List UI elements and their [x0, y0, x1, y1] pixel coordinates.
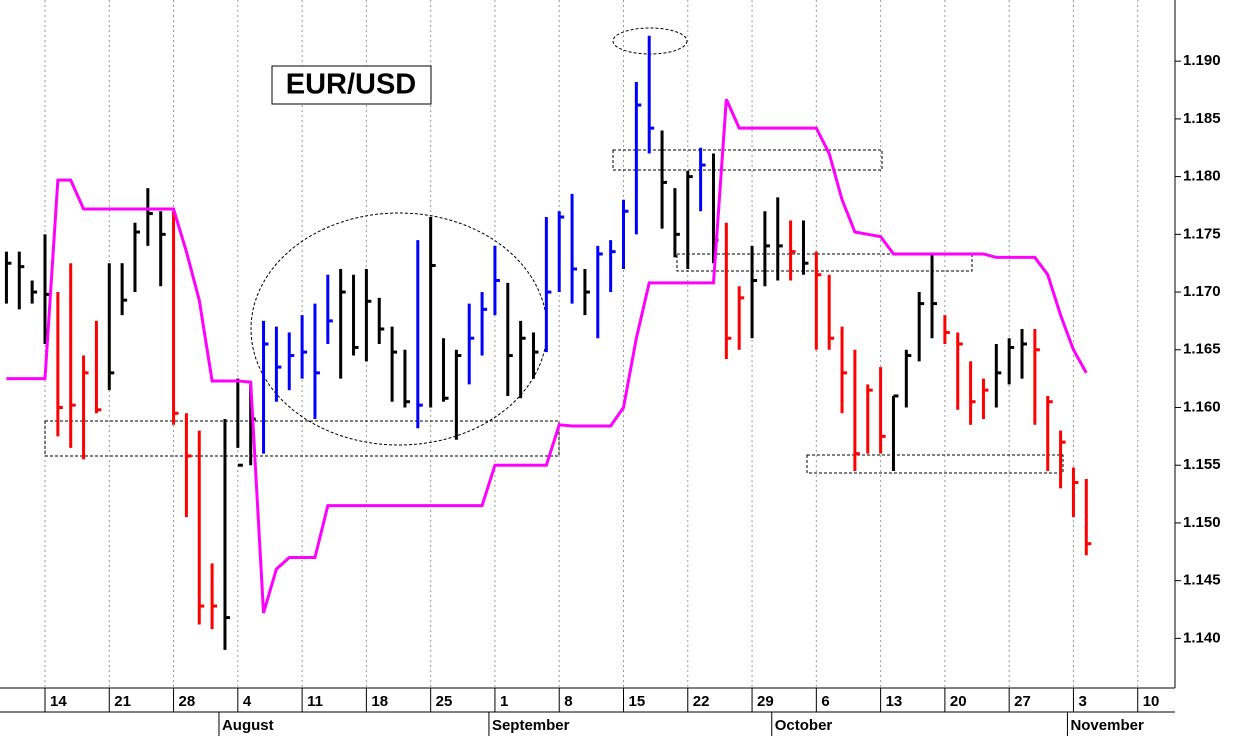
month-label: October: [775, 717, 833, 734]
support-box: [806, 454, 1064, 474]
x-tick-label: 29: [757, 693, 774, 710]
y-tick-label: 1.155: [1183, 456, 1221, 473]
x-tick-label: 18: [371, 693, 388, 710]
stop-line: [6, 98, 1088, 614]
support-box: [676, 253, 973, 272]
resistance-box: [612, 149, 883, 171]
x-tick-label: 13: [886, 693, 903, 710]
chart-title: EUR/USD: [286, 69, 417, 101]
y-tick-label: 1.180: [1183, 168, 1221, 185]
x-tick-label: 20: [950, 693, 967, 710]
x-tick-label: 3: [1078, 693, 1086, 710]
x-tick-label: 10: [1143, 693, 1160, 710]
x-tick-label: 11: [307, 693, 323, 710]
title-box: [271, 65, 432, 105]
x-tick-label: 15: [628, 693, 645, 710]
x-tick-label: 22: [693, 693, 710, 710]
x-tick-label: 28: [179, 693, 196, 710]
x-tick-label: 4: [243, 693, 252, 710]
month-label: August: [222, 717, 274, 734]
x-tick-label: 8: [564, 693, 572, 710]
plot: [4, 35, 1092, 650]
x-tick-label: 21: [114, 693, 131, 710]
x-tick-label: 25: [436, 693, 453, 710]
y-tick-label: 1.185: [1183, 110, 1221, 127]
support-box: [44, 420, 560, 457]
y-tick-label: 1.170: [1183, 283, 1221, 300]
y-tick-label: 1.175: [1183, 225, 1221, 242]
grid: [44, 0, 1139, 688]
x-tick-label: 14: [50, 693, 67, 710]
x-tick-label: 1: [500, 693, 508, 710]
y-tick-label: 1.165: [1183, 341, 1221, 358]
range-ellipse: [250, 212, 548, 446]
x-tick-label: 6: [821, 693, 829, 710]
month-label: September: [492, 717, 570, 734]
y-tick-label: 1.145: [1183, 572, 1221, 589]
y-tick-label: 1.150: [1183, 514, 1221, 531]
y-tick-label: 1.190: [1183, 52, 1221, 69]
x-tick-label: 27: [1014, 693, 1031, 710]
y-tick-label: 1.140: [1183, 629, 1221, 646]
y-tick-label: 1.160: [1183, 398, 1221, 415]
annotations: [44, 27, 1064, 474]
month-label: November: [1070, 717, 1144, 734]
